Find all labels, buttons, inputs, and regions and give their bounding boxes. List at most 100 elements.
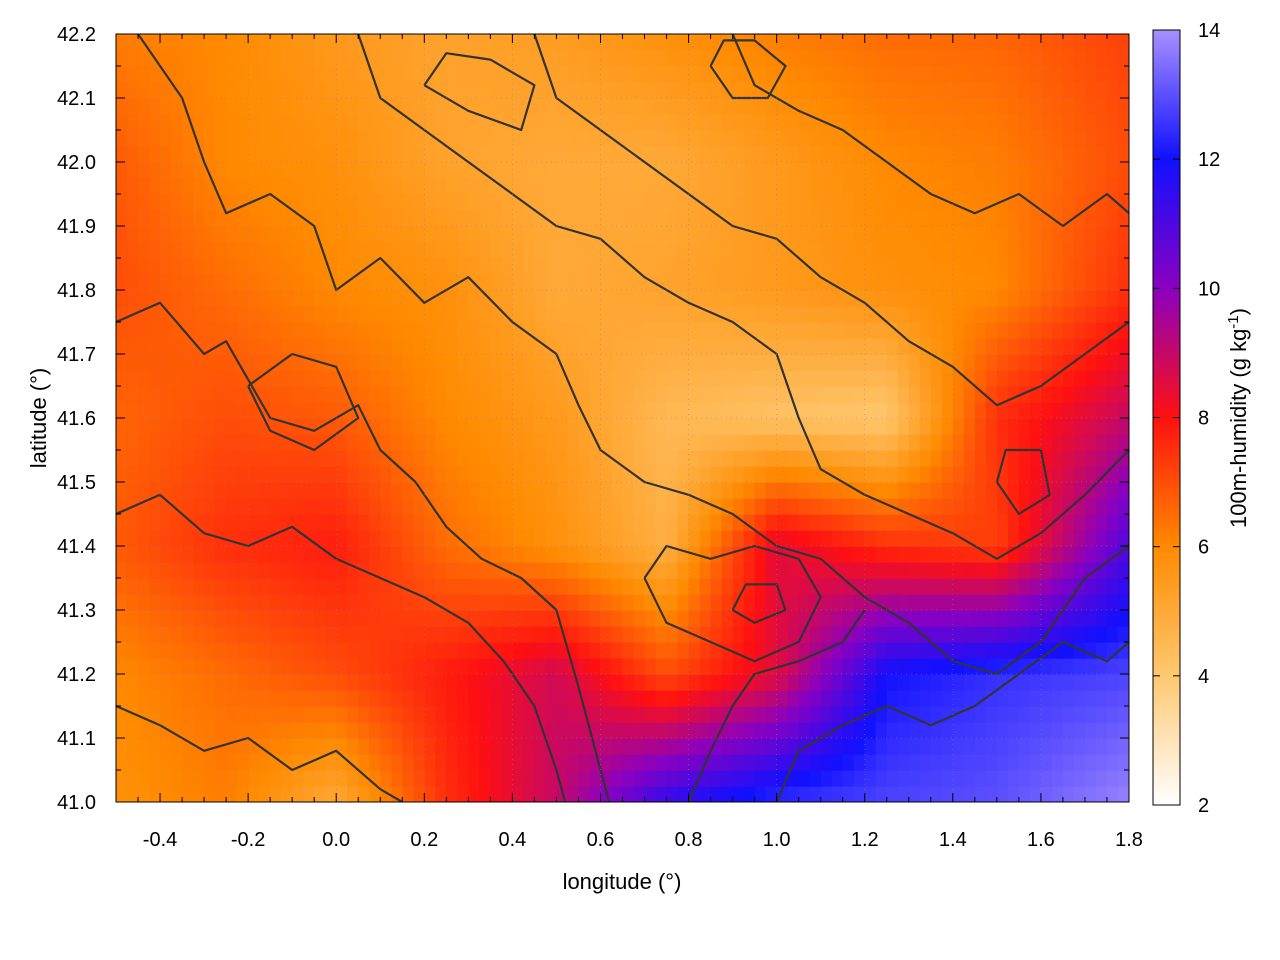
heatmap-cell	[688, 210, 701, 227]
heatmap-cell	[919, 242, 932, 259]
heatmap-cell	[875, 258, 888, 275]
heatmap-cell	[886, 274, 899, 291]
heatmap-cell	[1007, 610, 1020, 627]
heatmap-cell	[391, 690, 403, 707]
heatmap-cell	[996, 354, 1009, 371]
heatmap-cell	[237, 770, 249, 787]
heatmap-cell	[116, 210, 128, 227]
heatmap-cell	[171, 194, 183, 211]
heatmap-cell	[930, 146, 943, 163]
heatmap-cell	[545, 306, 558, 323]
heatmap-cell	[160, 130, 172, 147]
heatmap-cell	[457, 514, 470, 531]
heatmap-cell	[1040, 418, 1053, 435]
heatmap-cell	[567, 786, 580, 802]
heatmap-cell	[1029, 418, 1042, 435]
heatmap-cell	[710, 658, 723, 675]
heatmap-cell	[666, 290, 679, 307]
heatmap-cell	[1051, 690, 1064, 707]
heatmap-cell	[699, 290, 712, 307]
heatmap-cell	[897, 754, 910, 771]
heatmap-cell	[864, 450, 877, 467]
heatmap-cell	[138, 514, 150, 531]
heatmap-cell	[545, 706, 558, 723]
heatmap-cell	[369, 418, 381, 435]
heatmap-cell	[820, 274, 833, 291]
heatmap-cell	[391, 482, 403, 499]
heatmap-cell	[809, 754, 822, 771]
heatmap-cell	[765, 434, 778, 451]
heatmap-cell	[754, 514, 767, 531]
heatmap-cell	[314, 466, 326, 483]
heatmap-cell	[314, 226, 326, 243]
heatmap-cell	[534, 674, 547, 691]
heatmap-cell	[985, 450, 998, 467]
heatmap-cell	[556, 610, 569, 627]
heatmap-cell	[556, 658, 569, 675]
heatmap-cell	[468, 434, 481, 451]
heatmap-cell	[831, 242, 844, 259]
heatmap-cell	[941, 306, 954, 323]
heatmap-cell	[391, 146, 403, 163]
heatmap-cell	[677, 226, 690, 243]
heatmap-cell	[996, 66, 1009, 83]
heatmap-cell	[567, 34, 580, 51]
heatmap-cell	[622, 306, 635, 323]
heatmap-cell	[369, 498, 381, 515]
heatmap-cell	[941, 258, 954, 275]
heatmap-cell	[710, 274, 723, 291]
heatmap-cell	[303, 274, 315, 291]
heatmap-cell	[985, 274, 998, 291]
heatmap-cell	[864, 706, 877, 723]
heatmap-cell	[897, 450, 910, 467]
heatmap-cell	[402, 34, 414, 51]
heatmap-cell	[226, 82, 238, 99]
heatmap-cell	[446, 754, 459, 771]
heatmap-cell	[732, 34, 745, 51]
heatmap-cell	[633, 306, 646, 323]
heatmap-cell	[908, 658, 921, 675]
heatmap-cell	[952, 194, 965, 211]
heatmap-cell	[457, 34, 470, 51]
heatmap-cell	[468, 770, 481, 787]
heatmap-cell	[347, 754, 359, 771]
heatmap-cell	[963, 402, 976, 419]
heatmap-cell	[259, 194, 271, 211]
heatmap-cell	[534, 418, 547, 435]
heatmap-cell	[1084, 146, 1097, 163]
heatmap-cell	[743, 146, 756, 163]
heatmap-cell	[193, 162, 205, 179]
heatmap-cell	[919, 738, 932, 755]
heatmap-cell	[160, 610, 172, 627]
heatmap-cell	[1095, 242, 1108, 259]
heatmap-cell	[820, 194, 833, 211]
heatmap-cell	[358, 82, 370, 99]
heatmap-cell	[182, 162, 194, 179]
heatmap-cell	[798, 82, 811, 99]
heatmap-cell	[666, 610, 679, 627]
heatmap-cell	[732, 370, 745, 387]
heatmap-cell	[1018, 354, 1031, 371]
heatmap-cell	[930, 498, 943, 515]
heatmap-cell	[710, 162, 723, 179]
heatmap-cell	[941, 754, 954, 771]
heatmap-cell	[1106, 738, 1119, 755]
heatmap-cell	[864, 514, 877, 531]
heatmap-cell	[1062, 114, 1075, 131]
heatmap-cell	[534, 786, 547, 802]
heatmap-cell	[248, 626, 260, 643]
heatmap-cell	[391, 306, 403, 323]
heatmap-cell	[710, 450, 723, 467]
heatmap-cell	[853, 594, 866, 611]
heatmap-cell	[402, 690, 414, 707]
heatmap-cell	[512, 610, 525, 627]
heatmap-cell	[1084, 610, 1097, 627]
heatmap-cell	[1018, 114, 1031, 131]
heatmap-cell	[930, 66, 943, 83]
heatmap-cell	[798, 386, 811, 403]
heatmap-cell	[1040, 130, 1053, 147]
heatmap-cell	[1095, 146, 1108, 163]
heatmap-cell	[842, 706, 855, 723]
heatmap-cell	[666, 258, 679, 275]
heatmap-cell	[787, 610, 800, 627]
